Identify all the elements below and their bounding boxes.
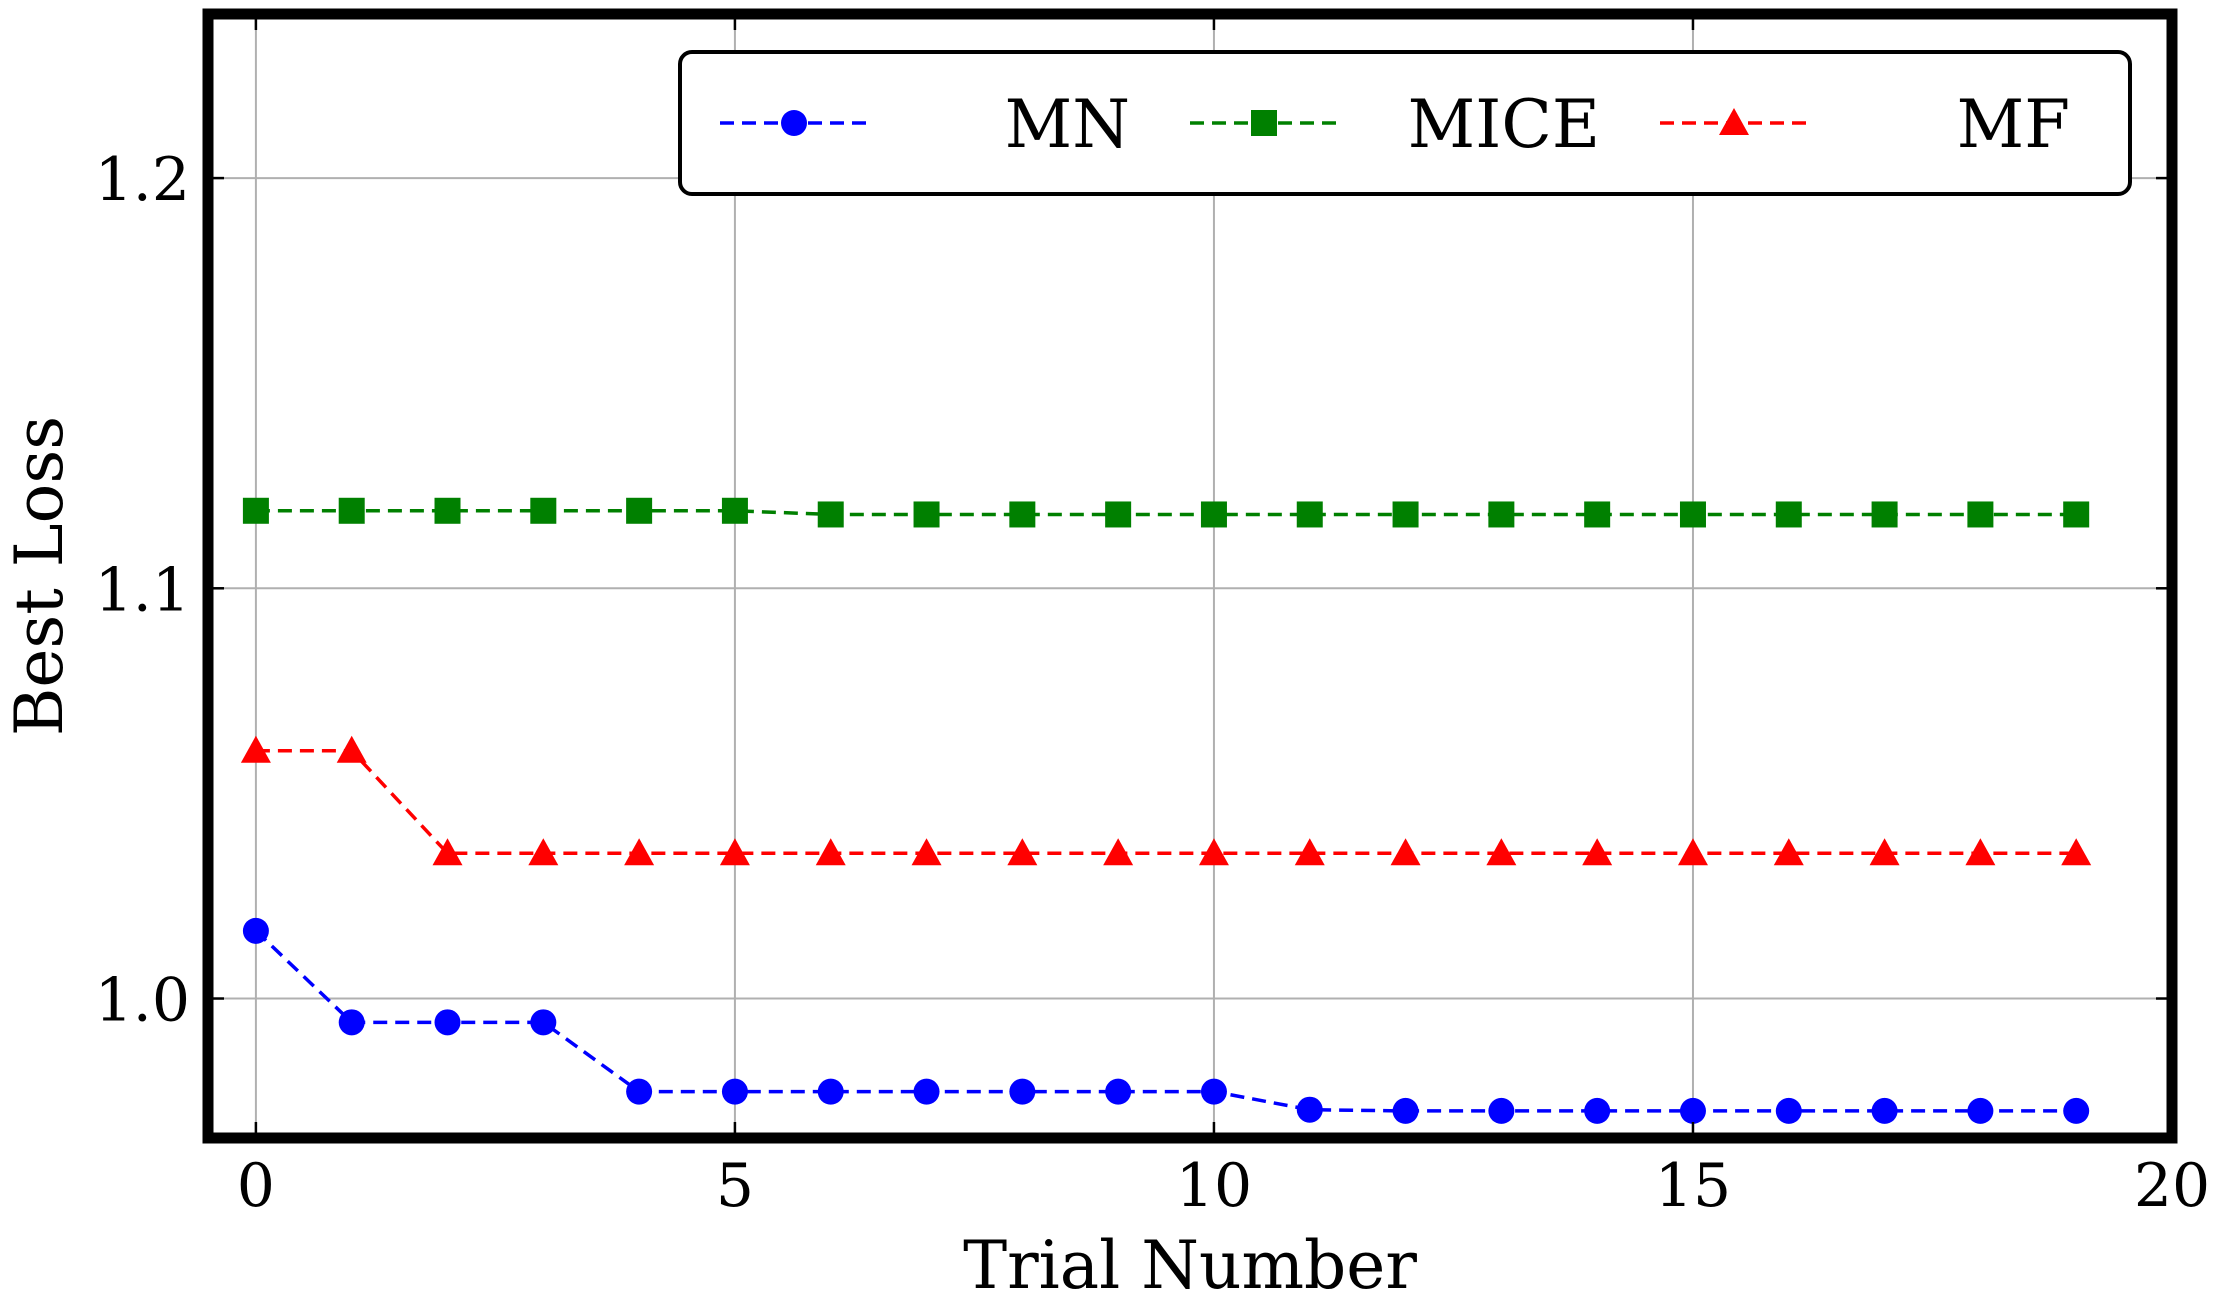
- data-point-mice: [1679, 501, 1706, 528]
- data-point-mf: [1294, 838, 1325, 866]
- series-mn: [242, 917, 2090, 1124]
- data-point-mf: [911, 838, 942, 866]
- data-point-mice: [2063, 501, 2090, 528]
- plot-series: [240, 497, 2092, 1124]
- x-tick-label: 10: [1176, 1151, 1252, 1221]
- x-tick-label: 20: [2134, 1151, 2210, 1221]
- data-point-mice: [1488, 501, 1515, 528]
- data-point-mf: [624, 838, 655, 866]
- data-point-mf: [815, 838, 846, 866]
- data-point-mn: [434, 1009, 461, 1036]
- y-axis-title: Best Loss: [1, 416, 78, 736]
- data-point-mice: [530, 497, 557, 524]
- data-point-mn: [530, 1009, 557, 1036]
- data-point-mn: [1775, 1097, 1802, 1124]
- data-point-mn: [817, 1078, 844, 1105]
- legend-label-mn: MN: [1005, 86, 1130, 163]
- data-point-mice: [242, 497, 269, 524]
- data-point-mf: [432, 838, 463, 866]
- data-point-mf: [336, 735, 367, 763]
- data-point-mf: [1198, 838, 1229, 866]
- data-point-mn: [1009, 1078, 1036, 1105]
- data-point-mice: [1775, 501, 1802, 528]
- data-point-mn: [1200, 1078, 1227, 1105]
- data-point-mf: [1007, 838, 1038, 866]
- data-point-mice: [1296, 501, 1323, 528]
- legend-marker-mf: [1719, 108, 1749, 135]
- legend-label-mf: MF: [1957, 86, 2070, 163]
- data-point-mn: [2063, 1097, 2090, 1124]
- y-tick-label: 1.1: [95, 555, 190, 625]
- data-point-mice: [1009, 501, 1036, 528]
- data-point-mice: [1105, 501, 1132, 528]
- data-point-mn: [913, 1078, 940, 1105]
- data-point-mf: [2061, 838, 2092, 866]
- data-point-mice: [1967, 501, 1994, 528]
- x-axis-title: Trial Number: [963, 1227, 1417, 1304]
- data-point-mn: [242, 917, 269, 944]
- data-point-mn: [1392, 1097, 1419, 1124]
- legend-label-mice: MICE: [1408, 86, 1600, 163]
- data-point-mf: [240, 735, 271, 763]
- data-point-mn: [1488, 1097, 1515, 1124]
- data-point-mice: [626, 497, 653, 524]
- series-mf: [240, 735, 2092, 866]
- data-point-mn: [1296, 1096, 1323, 1123]
- series-mice: [242, 497, 2090, 528]
- axis-ticks: 0 5 10 15 20 1.0 1.1 1.2: [95, 19, 2210, 1221]
- data-point-mn: [1871, 1097, 1898, 1124]
- data-point-mice: [1584, 501, 1611, 528]
- data-point-mice: [721, 497, 748, 524]
- data-point-mice: [913, 501, 940, 528]
- data-point-mice: [338, 497, 365, 524]
- series-line-mn: [254, 929, 2077, 1113]
- data-point-mice: [1200, 501, 1227, 528]
- series-line-mice: [255, 509, 2077, 517]
- x-tick-label: 5: [716, 1151, 754, 1221]
- data-point-mn: [721, 1078, 748, 1105]
- plot-frame: [202, 8, 2178, 1144]
- data-point-mf: [1390, 838, 1421, 866]
- series-line-mf: [255, 749, 2077, 856]
- data-point-mn: [1105, 1078, 1132, 1105]
- data-point-mn: [626, 1078, 653, 1105]
- y-tick-label: 1.0: [95, 966, 190, 1036]
- data-point-mf: [1103, 838, 1134, 866]
- data-point-mf: [1582, 838, 1613, 866]
- legend-marker-mice: [1251, 110, 1277, 136]
- data-point-mf: [1677, 838, 1708, 866]
- data-point-mf: [1773, 838, 1804, 866]
- data-point-mice: [1392, 501, 1419, 528]
- data-point-mf: [1965, 838, 1996, 866]
- x-tick-label: 0: [237, 1151, 275, 1221]
- data-point-mice: [817, 501, 844, 528]
- data-point-mn: [338, 1009, 365, 1036]
- data-point-mf: [719, 838, 750, 866]
- data-point-mf: [528, 838, 559, 866]
- data-point-mn: [1584, 1097, 1611, 1124]
- data-point-mice: [1871, 501, 1898, 528]
- legend-marker-mn: [781, 110, 807, 136]
- data-point-mf: [1869, 838, 1900, 866]
- data-point-mice: [434, 497, 461, 524]
- y-tick-label: 1.2: [95, 145, 190, 215]
- x-tick-label: 15: [1655, 1151, 1731, 1221]
- data-point-mn: [1679, 1097, 1706, 1124]
- legend: MN MICE MF: [678, 50, 2132, 196]
- legend-box: [678, 50, 2132, 196]
- data-point-mf: [1486, 838, 1517, 866]
- data-point-mn: [1967, 1097, 1994, 1124]
